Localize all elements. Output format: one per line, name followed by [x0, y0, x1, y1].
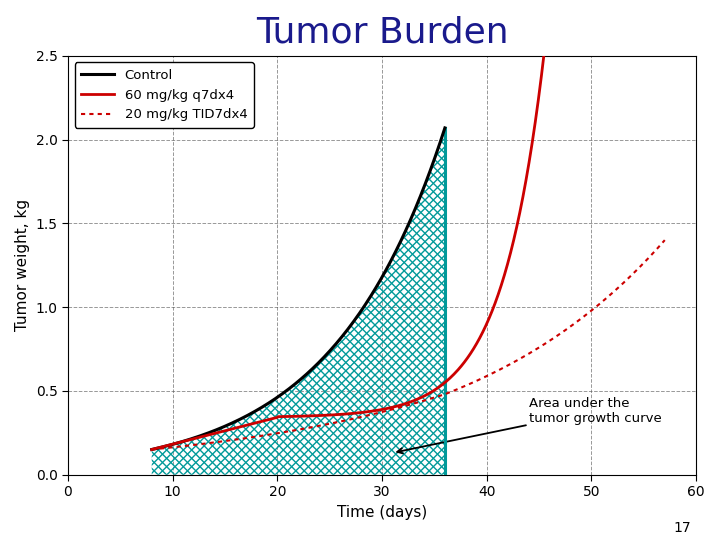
X-axis label: Time (days): Time (days): [337, 504, 427, 519]
60 mg/kg q7dx4: [148, 446, 156, 453]
60 mg/kg q7dx4: [391, 403, 400, 410]
60 mg/kg q7dx4: [453, 368, 462, 374]
20 mg/kg TID7dx4: [568, 322, 577, 328]
20 mg/kg TID7dx4: [148, 446, 156, 453]
60 mg/kg q7dx4: [425, 390, 433, 396]
Line: 20 mg/kg TID7dx4: 20 mg/kg TID7dx4: [152, 240, 665, 449]
60 mg/kg q7dx4: [394, 402, 402, 409]
Y-axis label: Tumor weight, kg: Tumor weight, kg: [15, 199, 30, 332]
Control: [148, 446, 156, 453]
Title: Tumor Burden: Tumor Burden: [256, 15, 508, 49]
20 mg/kg TID7dx4: [648, 251, 657, 257]
Text: 17: 17: [674, 521, 691, 535]
Text: Area under the
tumor growth curve: Area under the tumor growth curve: [397, 397, 662, 454]
20 mg/kg TID7dx4: [391, 406, 400, 412]
Control: [395, 242, 403, 248]
20 mg/kg TID7dx4: [394, 404, 402, 411]
Control: [441, 125, 449, 131]
Line: Control: Control: [152, 128, 445, 449]
Control: [413, 200, 422, 207]
20 mg/kg TID7dx4: [425, 396, 433, 402]
Line: 60 mg/kg q7dx4: 60 mg/kg q7dx4: [152, 0, 665, 449]
Legend: Control, 60 mg/kg q7dx4, 20 mg/kg TID7dx4: Control, 60 mg/kg q7dx4, 20 mg/kg TID7dx…: [75, 63, 254, 128]
Control: [148, 446, 157, 453]
Control: [327, 346, 336, 353]
Control: [322, 352, 330, 358]
20 mg/kg TID7dx4: [660, 237, 669, 244]
Control: [321, 353, 330, 359]
20 mg/kg TID7dx4: [453, 386, 462, 393]
